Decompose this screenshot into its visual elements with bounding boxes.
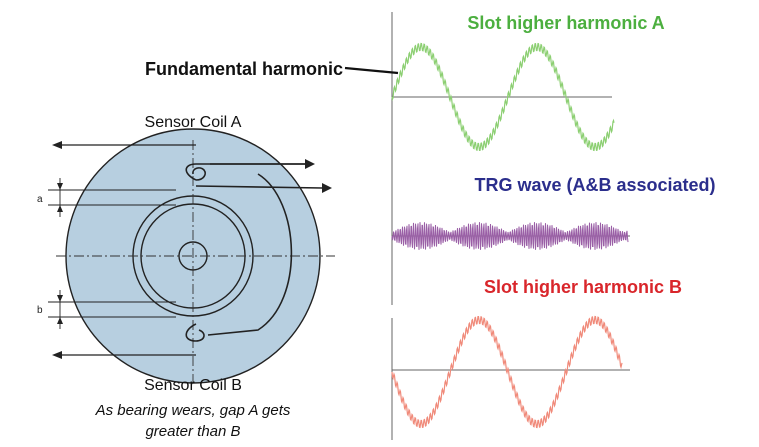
gap-b-arrow-1 [57, 295, 63, 302]
trg-wave-label: TRG wave (A&B associated) [474, 175, 715, 195]
trg-wave [391, 222, 629, 250]
gap-b-arrow-2 [57, 317, 63, 324]
coil-a-lead [195, 185, 323, 189]
coil-a-loop-inner [192, 167, 206, 181]
slot-harmonic-a-label: Slot higher harmonic A [467, 13, 664, 33]
coil-a-lead-arrow [322, 183, 332, 193]
slot-harmonic-b-label: Slot higher harmonic B [484, 277, 682, 297]
gap-a-arrow-2 [57, 205, 63, 212]
gap-a-arrow-1 [57, 183, 63, 190]
waveform-panel: Fundamental harmonic Slot higher harmoni… [145, 12, 716, 440]
sensor-diagram: a b Sensor Coil A Sensor Coil B As beari… [37, 114, 335, 440]
left-lead-bottom-arrow [52, 351, 62, 359]
coil-wrap [207, 173, 293, 336]
caption-line-1: As bearing wears, gap A gets [95, 402, 291, 419]
sensor-coil-b-label: Sensor Coil B [144, 377, 242, 394]
caption-line-2: greater than B [145, 423, 240, 440]
coil-a-upper-arrow [305, 159, 315, 169]
fundamental-harmonic-label: Fundamental harmonic [145, 59, 343, 79]
gap-b-label: b [37, 305, 43, 316]
gap-a-label: a [37, 194, 43, 205]
fundamental-pointer [344, 66, 399, 75]
sensor-coil-a-label: Sensor Coil A [145, 114, 242, 131]
coil-a-loop [185, 163, 310, 181]
slot-harmonic-a-wave [391, 42, 615, 152]
left-lead-top-arrow [52, 141, 62, 149]
slot-harmonic-b-wave [391, 315, 623, 429]
coil-b-loop [185, 323, 205, 342]
